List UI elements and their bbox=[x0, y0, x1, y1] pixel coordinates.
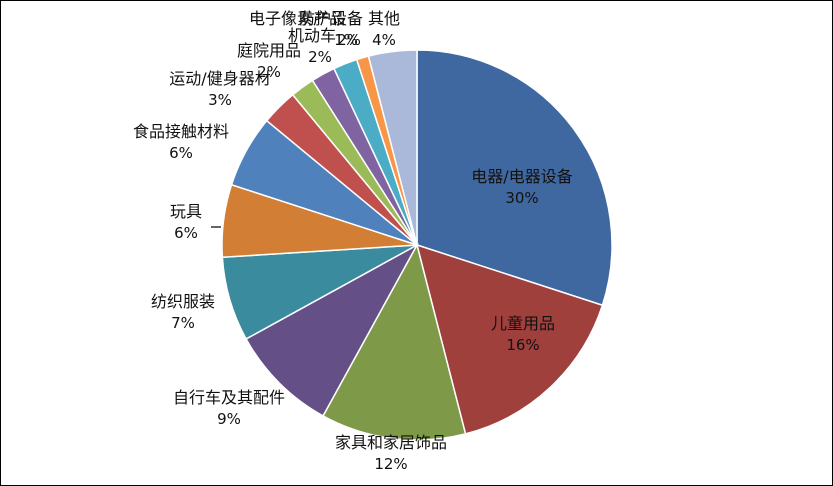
slice-value-label: 30% bbox=[505, 189, 538, 207]
slice-value-label: 6% bbox=[174, 224, 198, 242]
slice-value-label: 16% bbox=[506, 336, 539, 354]
slice-value-label: 2% bbox=[337, 31, 361, 49]
pie-slice bbox=[416, 49, 613, 307]
slice-label: 其他 bbox=[368, 9, 400, 28]
slice-value-label: 4% bbox=[372, 31, 396, 49]
slice-label: 玩具 bbox=[170, 202, 202, 221]
slice-value-label: 9% bbox=[217, 410, 241, 428]
slice-label: 家具和家居饰品 bbox=[335, 433, 447, 452]
slice-value-label: 3% bbox=[208, 91, 232, 109]
pie-labels: 电器/电器设备 30% 儿童用品 16% 家具和家居饰品 12% 自行车及其配件 9% 纺织服装… bbox=[133, 9, 573, 473]
slice-label: 机动车 bbox=[288, 26, 336, 45]
pie-slices bbox=[221, 49, 613, 441]
slice-label: 庭院用品 bbox=[237, 41, 301, 60]
slice-value-label: 2% bbox=[308, 48, 332, 66]
pie-slice bbox=[367, 49, 418, 246]
slice-label: 运动/健身器材 bbox=[169, 69, 270, 88]
pie-slice bbox=[415, 243, 604, 435]
slice-value-label: 1% bbox=[334, 31, 358, 49]
slice-value-label: 12% bbox=[374, 455, 407, 473]
slice-label: 电器/电器设备 bbox=[471, 167, 572, 186]
slice-label: 防护设备 bbox=[299, 9, 363, 28]
slice-value-label: 2% bbox=[257, 63, 281, 81]
slice-label: 纺织服装 bbox=[151, 292, 215, 311]
slice-value-label: 7% bbox=[171, 314, 195, 332]
pie-slice bbox=[245, 243, 419, 417]
slice-value-label: 6% bbox=[169, 144, 193, 162]
slice-label: 儿童用品 bbox=[491, 314, 555, 333]
slice-label: 自行车及其配件 bbox=[173, 388, 285, 407]
slice-label: 食品接触材料 bbox=[133, 122, 229, 141]
slice-label: 电子像素产品 bbox=[249, 9, 345, 28]
pie-slice bbox=[322, 242, 467, 441]
